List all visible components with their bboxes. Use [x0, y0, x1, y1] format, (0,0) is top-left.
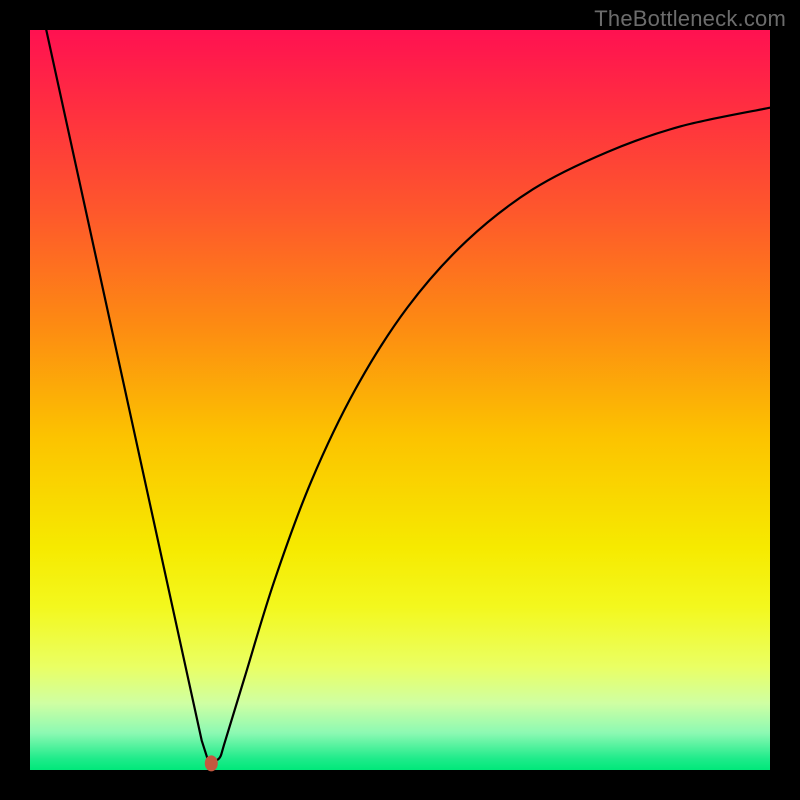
- chart-frame: { "watermark": { "text": "TheBottleneck.…: [0, 0, 800, 800]
- bottleneck-chart: [0, 0, 800, 800]
- watermark-text: TheBottleneck.com: [594, 6, 786, 32]
- minimum-marker: [205, 755, 218, 771]
- plot-background: [30, 30, 770, 770]
